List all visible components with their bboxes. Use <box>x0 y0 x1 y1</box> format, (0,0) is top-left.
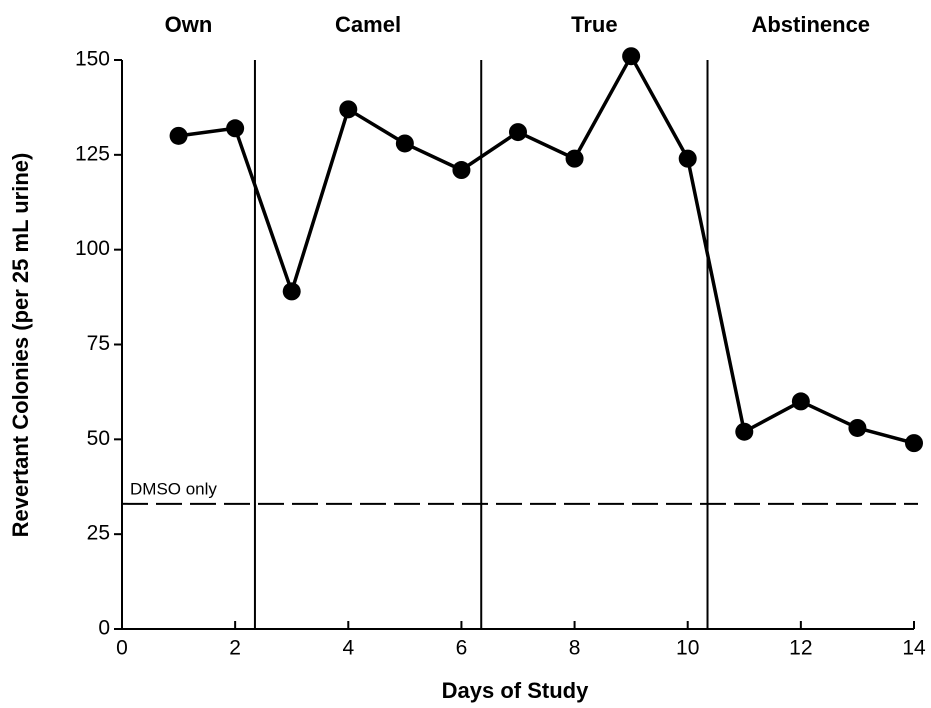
data-point <box>848 418 867 437</box>
region-label: Own <box>165 12 213 37</box>
data-point <box>226 119 245 138</box>
x-tick-label: 6 <box>456 637 468 660</box>
y-tick-label: 125 <box>75 142 110 165</box>
y-tick-label: 0 <box>98 617 110 640</box>
x-tick-label: 0 <box>116 637 128 660</box>
data-point <box>622 47 641 66</box>
y-tick-label: 150 <box>75 48 110 71</box>
data-point <box>905 434 923 453</box>
y-tick-label: 50 <box>87 427 110 450</box>
y-axis-label: Revertant Colonies (per 25 mL urine) <box>8 153 33 538</box>
region-label: Abstinence <box>751 12 870 37</box>
reference-label: DMSO only <box>130 479 217 498</box>
data-point <box>678 149 697 168</box>
x-tick-label: 10 <box>676 637 699 660</box>
y-tick-label: 75 <box>87 332 110 355</box>
data-point <box>282 282 301 301</box>
region-label: True <box>571 12 617 37</box>
x-tick-label: 8 <box>569 637 581 660</box>
data-point <box>339 100 358 119</box>
data-point <box>452 161 471 180</box>
x-tick-label: 14 <box>902 637 926 660</box>
x-tick-label: 4 <box>342 637 354 660</box>
region-label: Camel <box>335 12 401 37</box>
data-point <box>509 123 527 142</box>
x-tick-label: 12 <box>789 637 812 660</box>
data-point <box>791 392 810 411</box>
data-point <box>395 134 414 153</box>
data-point <box>735 422 754 441</box>
x-tick-label: 2 <box>229 637 241 660</box>
data-point <box>169 126 188 145</box>
data-point <box>565 149 584 168</box>
y-tick-label: 100 <box>75 237 110 260</box>
y-tick-label: 25 <box>87 522 110 545</box>
x-axis-label: Days of Study <box>442 678 589 703</box>
data-line <box>178 54 915 445</box>
